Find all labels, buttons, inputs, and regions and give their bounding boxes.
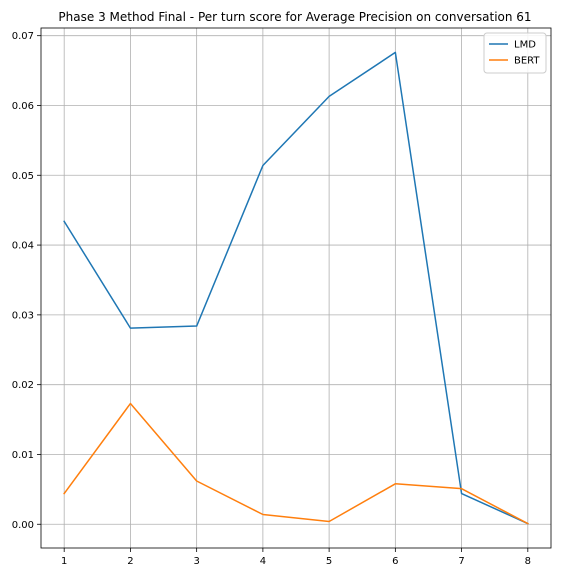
x-tick-label: 5 (326, 556, 332, 567)
x-tick-label: 8 (525, 556, 531, 567)
x-tick-label: 4 (260, 556, 266, 567)
series-line-bert (63, 402, 529, 525)
x-tick-label: 3 (193, 556, 199, 567)
y-tick-label: 0.06 (12, 101, 34, 112)
x-tick-label: 2 (127, 556, 133, 567)
y-tick-label: 0.04 (12, 241, 34, 252)
y-tick-label: 0.07 (12, 31, 34, 42)
y-tick-label: 0.02 (12, 380, 34, 391)
y-tick-label: 0.00 (12, 520, 34, 531)
series-line-lmd (63, 51, 529, 525)
series-lines (63, 51, 529, 525)
grid (41, 28, 551, 548)
legend-box (483, 32, 547, 74)
legend: LMD BERT (483, 32, 547, 74)
x-tick-label: 7 (458, 556, 464, 567)
plot-frame (40, 27, 552, 549)
y-tick-label: 0.03 (12, 310, 34, 321)
x-tick-label: 1 (61, 556, 67, 567)
x-tick-label: 6 (392, 556, 398, 567)
legend-label-lmd: LMD (514, 40, 536, 51)
axis-ticks: 1 2 3 4 5 6 7 8 0.00 0.01 0.02 0.03 0.04 0.05 0.06 0.07 (12, 31, 531, 567)
legend-label-bert: BERT (514, 56, 540, 67)
y-tick-label: 0.01 (12, 450, 34, 461)
chart-title: Phase 3 Method Final - Per turn score fo… (58, 10, 531, 24)
y-tick-label: 0.05 (12, 171, 34, 182)
